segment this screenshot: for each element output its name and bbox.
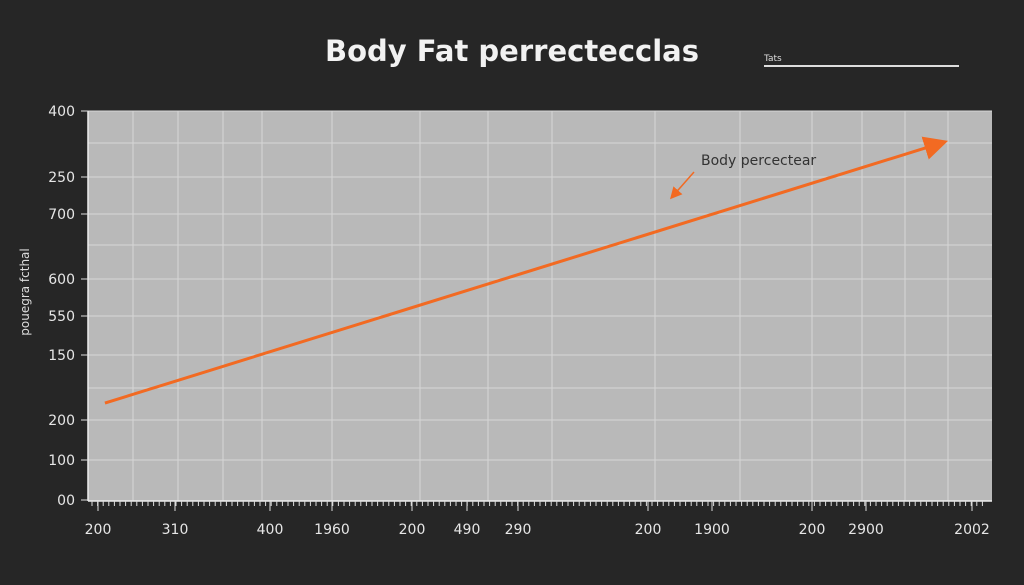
legend-entry: Tats <box>764 54 959 67</box>
x-tick-label: 200 <box>635 522 662 538</box>
x-tick-label: 310 <box>162 522 189 538</box>
x-tick-label: 2002 <box>954 522 990 538</box>
x-tick-label: 2900 <box>848 522 884 538</box>
y-tick-label: 100 <box>48 453 75 469</box>
chart-title: Body Fat perrectecclas <box>325 34 699 68</box>
plot-area <box>88 111 992 501</box>
x-tick-label: 490 <box>454 522 481 538</box>
x-tick-label: 400 <box>257 522 284 538</box>
annotation-arrow <box>670 171 695 200</box>
y-tick-label: 00 <box>57 493 75 509</box>
x-tick-label: 1960 <box>314 522 350 538</box>
y-tick-label: 700 <box>48 207 75 223</box>
y-tick-label: 550 <box>48 309 75 325</box>
x-tick-label: 200 <box>399 522 426 538</box>
x-tick-label: 1900 <box>694 522 730 538</box>
x-tick-label: 290 <box>505 522 532 538</box>
x-tick-label: 200 <box>799 522 826 538</box>
y-tick-label: 400 <box>48 104 75 120</box>
annotation-label: Body percectear <box>701 153 816 169</box>
y-tick-label: 200 <box>48 413 75 429</box>
x-tick-label: 200 <box>85 522 112 538</box>
y-tick-label: 600 <box>48 272 75 288</box>
y-tick-label: 150 <box>48 348 75 364</box>
y-tick-label: 250 <box>48 170 75 186</box>
data-series-line <box>104 136 949 405</box>
